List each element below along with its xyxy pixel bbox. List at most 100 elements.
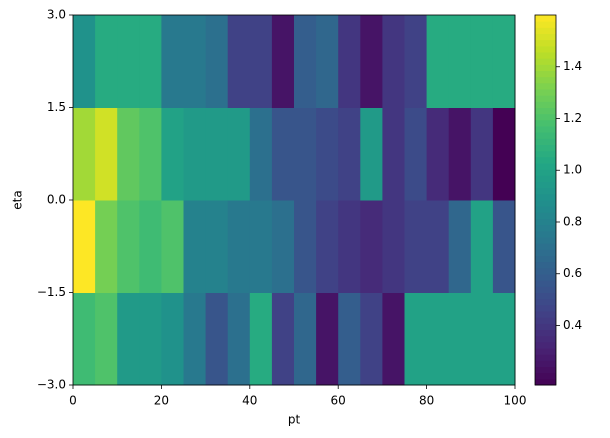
colorbar-band — [535, 52, 556, 59]
y-tick-label: 1.5 — [47, 100, 66, 114]
colorbar-tick-label: 0.8 — [563, 214, 582, 228]
cell — [316, 15, 339, 108]
colorbar-band — [535, 200, 556, 207]
cell — [161, 15, 184, 108]
cell — [294, 292, 317, 386]
colorbar-band — [535, 132, 556, 139]
cell — [294, 107, 317, 201]
colorbar-band — [535, 360, 556, 367]
colorbar-band — [535, 15, 556, 22]
y-tick-label: 0.0 — [47, 193, 66, 207]
x-tick-label: 40 — [242, 394, 257, 408]
cell — [470, 292, 494, 386]
cell — [117, 15, 140, 108]
cell — [316, 292, 339, 386]
cell — [382, 107, 405, 201]
cell — [161, 107, 184, 201]
cell — [249, 292, 273, 386]
cell — [139, 107, 162, 201]
colorbar-band — [535, 21, 556, 28]
cell — [73, 15, 96, 108]
colorbar-band — [535, 230, 556, 238]
cell — [95, 292, 118, 386]
colorbar-band — [535, 76, 556, 84]
cell — [117, 200, 140, 293]
colorbar-band — [535, 206, 556, 213]
cell — [492, 107, 516, 201]
colorbar-band — [535, 224, 556, 232]
colorbar-band — [535, 119, 556, 127]
cell — [360, 107, 383, 201]
colorbar-band — [535, 193, 556, 201]
cell — [161, 200, 184, 293]
colorbar-band — [535, 274, 556, 281]
cell — [338, 15, 361, 108]
cell — [294, 15, 317, 108]
colorbar-tick-label: 0.4 — [563, 318, 582, 332]
cell — [73, 200, 96, 293]
colorbar-band — [535, 113, 556, 121]
cell — [382, 292, 405, 386]
cell — [316, 200, 339, 293]
cell — [73, 292, 96, 386]
colorbar-band — [535, 298, 556, 306]
cell — [249, 107, 273, 201]
x-tick-label: 60 — [331, 394, 346, 408]
cell — [338, 292, 361, 386]
colorbar-band — [535, 39, 556, 47]
cell — [183, 15, 207, 108]
cell — [316, 107, 339, 201]
cell — [183, 107, 207, 201]
colorbar-band — [535, 107, 556, 115]
cell — [227, 15, 251, 108]
colorbar-band — [535, 33, 556, 41]
cell — [426, 200, 450, 293]
cell — [382, 200, 405, 293]
colorbar-band — [535, 95, 556, 102]
colorbar-band — [535, 175, 556, 182]
colorbar-band — [535, 45, 556, 53]
cell — [139, 292, 162, 386]
cell — [271, 292, 295, 386]
cell — [360, 292, 383, 386]
cell — [117, 292, 140, 386]
colorbar-band — [535, 243, 556, 250]
colorbar-band — [535, 27, 556, 34]
colorbar-band — [535, 89, 556, 96]
cell — [360, 200, 383, 293]
cell — [448, 292, 472, 386]
cell — [492, 292, 516, 386]
cell — [183, 292, 207, 386]
colorbar-band — [535, 169, 556, 176]
cell — [492, 200, 516, 293]
cell — [271, 107, 295, 201]
cell — [117, 107, 140, 201]
colorbar-band — [535, 348, 556, 355]
y-tick-label: −3.0 — [37, 378, 66, 392]
colorbar-band — [535, 187, 556, 195]
cell — [161, 292, 184, 386]
cell — [249, 15, 273, 108]
colorbar-frame — [534, 14, 557, 386]
cell — [95, 200, 118, 293]
cell — [426, 292, 450, 386]
colorbar-band — [535, 156, 556, 164]
colorbar-band — [535, 311, 556, 318]
colorbar-tick-label: 0.6 — [563, 266, 582, 280]
colorbar-band — [535, 163, 556, 170]
colorbar-band — [535, 261, 556, 269]
colorbar-tick-label: 1.4 — [563, 59, 582, 73]
cell — [95, 107, 118, 201]
cell — [294, 200, 317, 293]
colorbar-band — [535, 58, 556, 65]
x-tick-label: 0 — [69, 394, 77, 408]
cell — [404, 15, 428, 108]
colorbar-band — [535, 329, 556, 337]
colorbar-band — [535, 249, 556, 256]
colorbar-band — [535, 354, 556, 361]
cell — [95, 15, 118, 108]
cell — [360, 15, 383, 108]
cell — [470, 107, 494, 201]
colorbar-band — [535, 82, 556, 90]
